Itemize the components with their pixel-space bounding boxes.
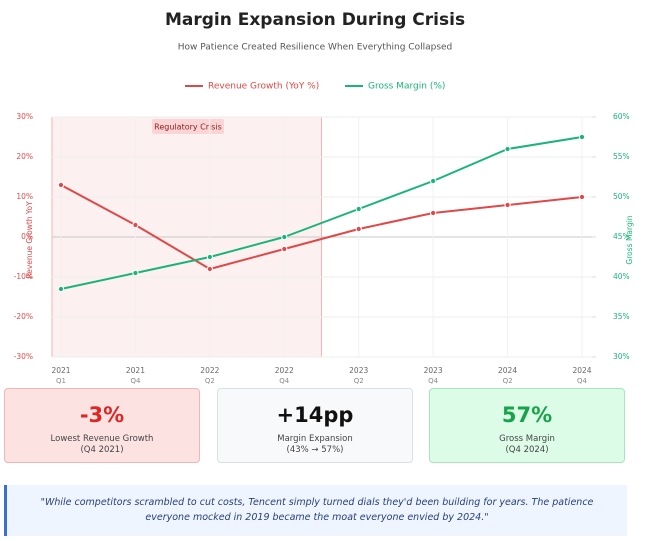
kpi-note: (Q4 2021)	[80, 445, 124, 455]
y2-tick-label: 60%	[613, 112, 630, 121]
kpi-card: -3% Lowest Revenue Growth (Q4 2021)	[4, 388, 200, 463]
data-point	[132, 269, 139, 277]
data-point	[57, 181, 65, 189]
data-point	[430, 177, 437, 185]
y2-tick-label: 40%	[613, 272, 630, 281]
data-point	[206, 253, 213, 261]
data-point	[57, 285, 65, 293]
x-tick-label: 2023	[424, 366, 443, 375]
y2-tick-label: 35%	[613, 312, 630, 321]
y2-tick-label: 45%	[613, 232, 630, 241]
kpi-note: (43% → 57%)	[286, 445, 344, 455]
y2-tick-label: 55%	[613, 152, 630, 161]
x-tick-label: 2023	[349, 366, 368, 375]
legend-label: Gross Margin (%)	[368, 82, 445, 92]
x-tick-label: 2022	[275, 366, 294, 375]
x-tick-label: 2022	[200, 366, 219, 375]
x-tick-label: Q2	[503, 377, 513, 385]
y-tick-label: -10%	[14, 272, 33, 281]
y-tick-label: 10%	[16, 192, 33, 201]
y-tick-label: 20%	[16, 152, 33, 161]
y2-axis-label: Gross Margin	[625, 215, 634, 264]
y-tick-label: 0%	[21, 232, 33, 241]
data-point	[578, 133, 586, 141]
data-point	[281, 245, 288, 253]
kpi-card: +14pp Margin Expansion (43% → 57%)	[217, 388, 413, 463]
y2-tick-label: 50%	[613, 192, 630, 201]
y-tick-label: -30%	[14, 352, 33, 361]
data-point	[132, 221, 139, 229]
data-point	[578, 193, 586, 201]
x-tick-label: Q2	[354, 377, 364, 385]
chart-subtitle: How Patience Created Resilience When Eve…	[178, 43, 453, 53]
series-line	[60, 136, 583, 290]
x-tick-label: Q2	[205, 377, 215, 385]
x-tick-label: Q1	[56, 377, 66, 385]
x-tick-label: 2024	[572, 366, 591, 375]
x-tick-label: Q4	[130, 377, 141, 385]
series-line	[60, 184, 583, 270]
kpi-label: Gross Margin	[499, 434, 555, 444]
y2-tick-label: 30%	[613, 352, 630, 361]
y-tick-label: 30%	[16, 112, 33, 121]
chart-title: Margin Expansion During Crisis	[165, 10, 465, 30]
data-point	[281, 233, 288, 241]
x-tick-label: Q4	[577, 377, 588, 385]
data-point	[355, 205, 362, 213]
kpi-label: Margin Expansion	[277, 434, 353, 444]
y-axis-label: Revenue Growth YoY	[25, 201, 34, 279]
data-point	[355, 225, 362, 233]
data-point	[504, 201, 511, 209]
kpi-label: Lowest Revenue Growth	[50, 434, 154, 444]
x-tick-label: 2021	[126, 366, 145, 375]
kpi-value: +14pp	[276, 403, 354, 427]
annotation: Regulatory Crisis	[154, 123, 222, 132]
legend-label: Revenue Growth (YoY %)	[208, 82, 319, 92]
x-tick-label: 2024	[498, 366, 517, 375]
kpi-value: 57%	[501, 403, 553, 427]
annotation-box	[152, 119, 224, 134]
kpi-value: -3%	[79, 403, 125, 427]
x-tick-label: 2021	[51, 366, 70, 375]
x-tick-label: Q4	[428, 377, 439, 385]
kpi-note: (Q4 2024)	[505, 445, 549, 455]
data-point	[430, 209, 437, 217]
kpi-card: 57% Gross Margin (Q4 2024)	[429, 388, 625, 463]
y-tick-label: -20%	[14, 312, 33, 321]
chart: Margin Expansion During Crisis How Patie…	[14, 10, 634, 385]
data-point	[504, 145, 511, 153]
data-point	[206, 265, 213, 273]
x-tick-label: Q4	[279, 377, 290, 385]
quote: "While competitors scrambled to cut cost…	[4, 485, 627, 536]
